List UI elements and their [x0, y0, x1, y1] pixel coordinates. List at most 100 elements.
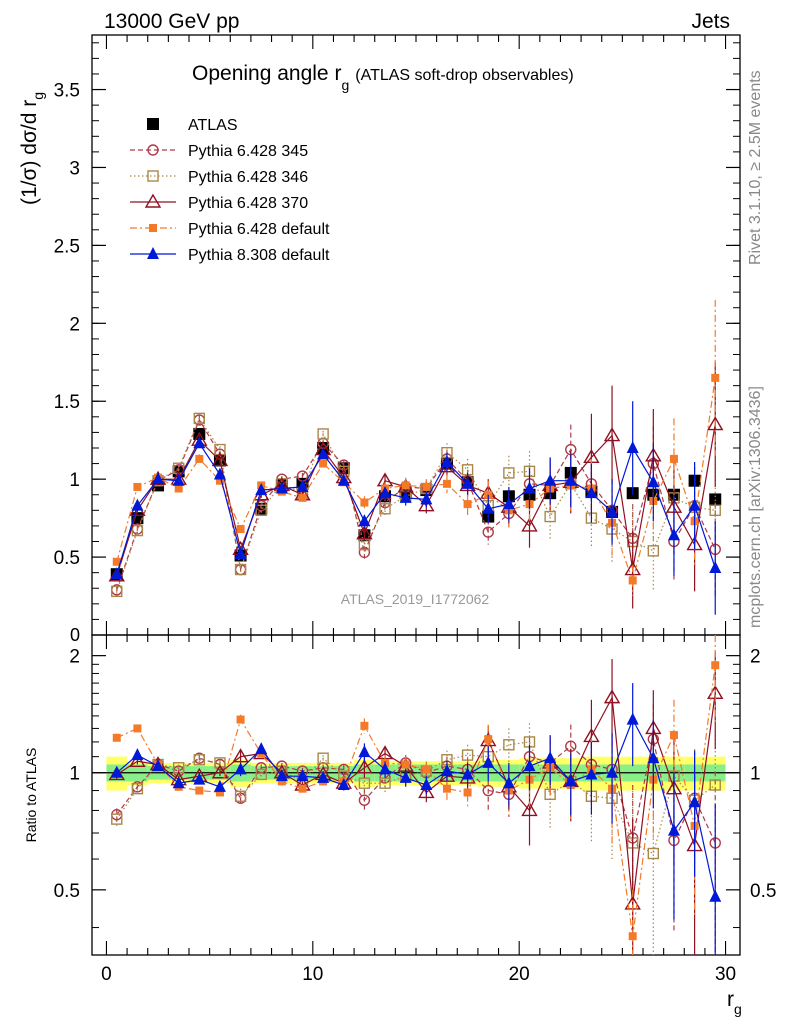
main-point-p8 [172, 473, 185, 486]
ratio-y-tick-label: 2 [69, 647, 80, 668]
main-point-p8 [688, 498, 701, 511]
ratio-point-p8 [667, 823, 680, 836]
main-point-p8 [152, 472, 165, 485]
x-tick-label: 0 [101, 964, 112, 985]
main-point-p346 [131, 524, 144, 537]
ratio-point-p370 [418, 784, 435, 799]
main-y-axis-label: (1/σ) dσ/d rg [18, 92, 46, 205]
main-point-p8 [358, 514, 371, 527]
ratio-point-p8 [564, 774, 577, 787]
ratio-line-p345 [116, 739, 716, 844]
main-point-p370 [356, 525, 373, 540]
ratio-y-axis-label: Ratio to ATLAS [23, 748, 39, 843]
main-point-p8 [647, 475, 660, 488]
main-point-p6def [422, 482, 431, 491]
main-point-p8 [234, 546, 247, 559]
main-point-p370 [521, 517, 538, 532]
ratio-point-p8 [337, 778, 350, 791]
ratio-point-p346 [234, 790, 247, 802]
main-point-p346 [379, 503, 391, 515]
main-y-tick-label: 3 [69, 158, 80, 179]
ratio-point-p8 [213, 779, 226, 792]
ratio-point-p346 [214, 757, 226, 769]
chart-title: Opening angle rg(ATLAS soft-drop observa… [192, 62, 574, 93]
ratio-point-p8 [275, 769, 288, 782]
ratio-point-p6def [277, 777, 286, 786]
ratio-point-p370 [232, 748, 249, 763]
ratio-point-p370 [521, 802, 538, 817]
main-point-p346 [193, 412, 206, 425]
ratio-point-p8 [709, 889, 722, 902]
x-tick-label: 10 [302, 964, 323, 985]
main-point-p6def [112, 557, 121, 566]
main-y-tick-label: 2.5 [54, 236, 80, 257]
main-point-p8 [606, 504, 619, 517]
main-point-p8 [564, 473, 577, 486]
main-y-tick-label: 3.5 [54, 81, 80, 102]
ratio-point-p8 [440, 764, 453, 777]
ratio-point-p8 [544, 751, 557, 764]
ratio-point-p370 [356, 759, 373, 774]
ratio-point-p370 [211, 764, 229, 779]
ratio-point-p346 [358, 777, 371, 789]
main-line-p8 [116, 442, 716, 575]
ratio-point-p346 [503, 739, 515, 751]
legend-marker-p370 [144, 193, 162, 208]
ratio-point-p8 [317, 770, 330, 783]
main-point-p370 [211, 452, 229, 467]
main-point-p346 [255, 504, 267, 517]
ratio-y-tick-label-right: 2 [750, 647, 761, 668]
main-line-p370 [116, 424, 716, 576]
main-point-p8 [544, 473, 557, 486]
ratio-point-p6def [442, 784, 451, 793]
main-y-cut-label: 0 [70, 625, 80, 645]
ratio-point-p6def [401, 760, 410, 769]
legend-item-p6def: Pythia 6.428 default [130, 221, 330, 238]
ratio-series-p6def [112, 635, 720, 955]
main-point-p8 [667, 528, 680, 541]
ratio-point-p6def [422, 765, 431, 774]
main-point-p8 [255, 483, 268, 496]
ratio-point-p346 [131, 782, 144, 795]
ratio-y-tick-label: 1 [69, 764, 80, 785]
ratio-point-p346 [379, 777, 391, 789]
ratio-line-p346 [116, 741, 716, 855]
main-point-p346 [709, 504, 721, 517]
main-point-p6def [215, 476, 224, 485]
main-point-p346 [544, 510, 556, 523]
main-point-p8 [131, 498, 144, 511]
ratio-point-p6def [463, 788, 472, 797]
ratio-point-p6def [711, 661, 720, 670]
main-series-p8 [110, 401, 722, 615]
main-point-p8 [379, 486, 392, 499]
mcplots-label: mcplots.cern.ch [arXiv:1306.3436] [747, 386, 764, 628]
ratio-point-p346 [647, 847, 660, 860]
main-point-p6def [133, 482, 142, 491]
main-point-p346 [234, 563, 247, 576]
main-point-p370 [603, 427, 621, 442]
main-point-p6def [442, 479, 451, 488]
main-point-p8 [110, 567, 123, 580]
ratio-point-p346 [193, 754, 206, 766]
ratio-point-p346 [461, 749, 474, 761]
ratio-point-p6def [484, 735, 493, 744]
main-point-p370 [418, 497, 435, 512]
ratio-point-p8 [606, 765, 619, 778]
main-point-p8 [461, 476, 474, 489]
main-point-p6def [174, 484, 183, 493]
legend-item-ATLAS: ATLAS [147, 117, 238, 134]
main-point-p6def [319, 459, 328, 468]
ratio-point-p6def [215, 788, 224, 797]
ratio-point-p8 [152, 759, 165, 772]
main-series-group [108, 299, 724, 615]
main-point-p6def [628, 576, 637, 585]
ratio-panel: 0.5 0.51 12 2 0 10 20 30 Ratio to ATLAS rg [23, 35, 776, 1017]
ratio-point-p8 [399, 770, 412, 783]
ratio-point-p8 [461, 767, 474, 780]
ratio-series-p345 [111, 704, 721, 955]
ratio-point-p8 [585, 767, 598, 780]
legend-marker-p346 [147, 170, 159, 182]
ratio-frame [91, 634, 741, 956]
ratio-point-p8 [688, 795, 701, 808]
